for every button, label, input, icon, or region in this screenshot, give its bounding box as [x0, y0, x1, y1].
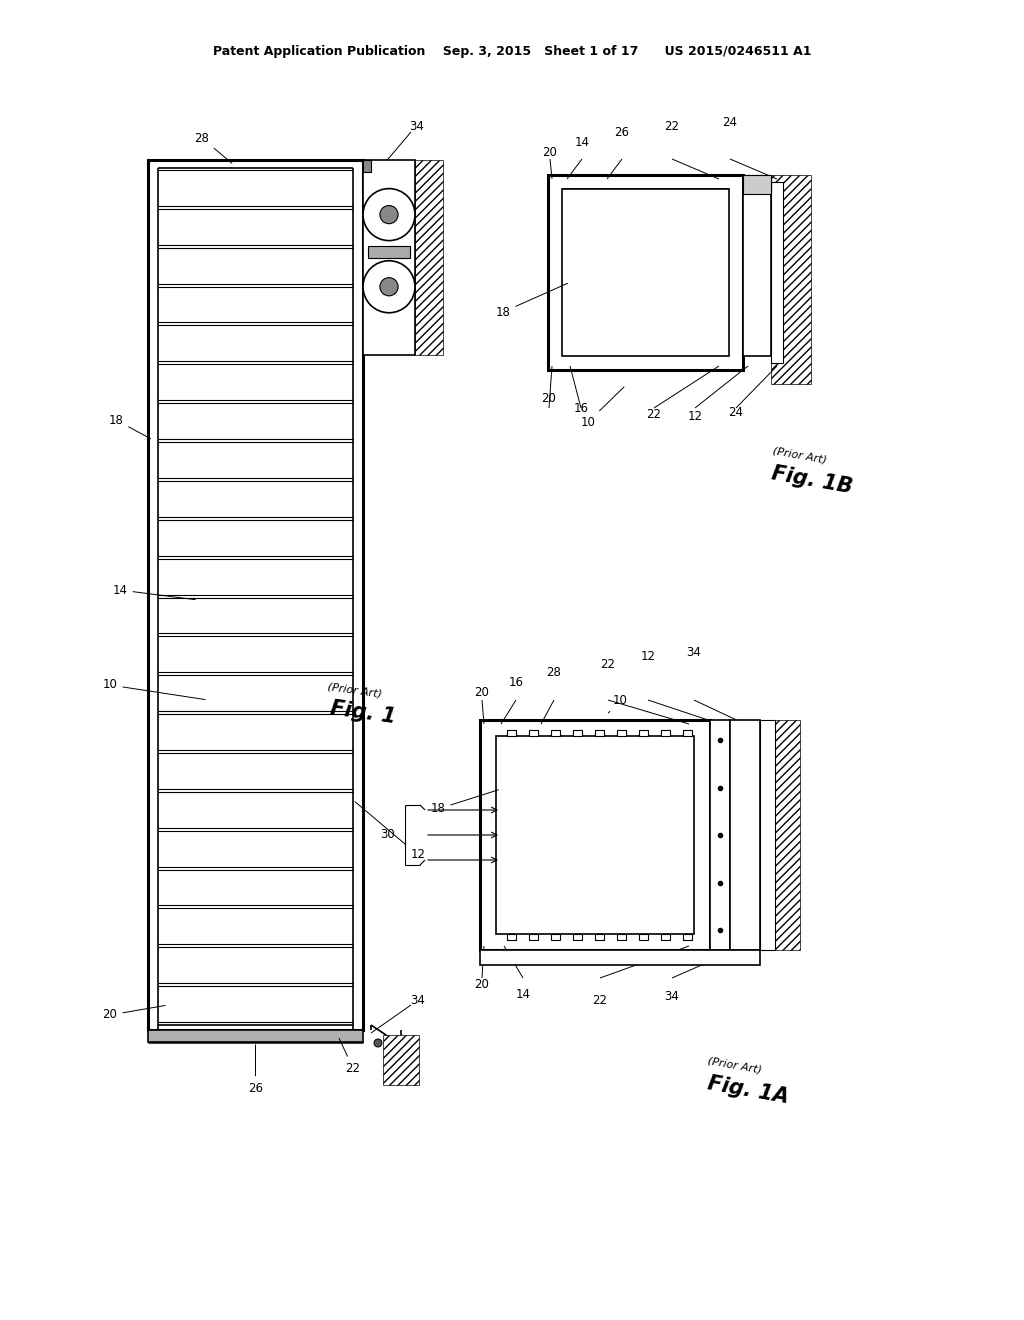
Bar [639, 935, 648, 940]
Text: 20: 20 [543, 145, 557, 158]
Circle shape [362, 261, 415, 313]
Bar [617, 730, 626, 737]
Text: 30: 30 [380, 829, 395, 842]
Text: 10: 10 [102, 678, 205, 700]
Text: (Prior Art): (Prior Art) [708, 1055, 763, 1074]
Bar [551, 730, 560, 737]
Bar [148, 1030, 362, 1041]
Bar [710, 719, 730, 950]
Text: 14: 14 [515, 989, 530, 1002]
Bar [529, 935, 538, 940]
Text: Patent Application Publication    Sep. 3, 2015   Sheet 1 of 17      US 2015/0246: Patent Application Publication Sep. 3, 2… [213, 45, 811, 58]
Text: 10: 10 [581, 387, 624, 429]
Bar [683, 935, 692, 940]
Text: 22: 22 [593, 994, 607, 1006]
Bar [148, 160, 362, 1030]
Text: 34: 34 [686, 645, 701, 659]
Circle shape [362, 189, 415, 240]
Text: 34: 34 [410, 120, 424, 133]
Text: Fig. 1B: Fig. 1B [770, 463, 854, 496]
Bar [480, 950, 760, 965]
Bar [743, 176, 771, 194]
Text: 14: 14 [113, 583, 196, 599]
Bar [595, 935, 604, 940]
Bar [529, 730, 538, 737]
Bar [683, 730, 692, 737]
Bar [383, 1035, 419, 1085]
Text: 26: 26 [614, 127, 630, 140]
Bar [362, 160, 415, 355]
Bar [507, 730, 516, 737]
Text: 28: 28 [547, 667, 561, 680]
Text: 18: 18 [496, 284, 567, 318]
Text: 34: 34 [411, 994, 425, 1006]
Bar [595, 730, 604, 737]
Text: 10: 10 [608, 693, 628, 713]
Text: 24: 24 [723, 116, 737, 128]
Text: 12: 12 [687, 411, 702, 424]
Text: 24: 24 [728, 407, 743, 420]
Bar [662, 935, 670, 940]
Text: 16: 16 [509, 676, 523, 689]
Bar [496, 737, 694, 935]
Bar [573, 730, 582, 737]
Bar [480, 719, 710, 950]
Text: 20: 20 [474, 978, 489, 991]
Bar [771, 182, 783, 363]
Bar [548, 176, 743, 370]
Bar [551, 935, 560, 940]
Text: (Prior Art): (Prior Art) [772, 445, 827, 465]
Text: 14: 14 [574, 136, 590, 149]
Bar [562, 189, 729, 356]
Text: 20: 20 [102, 1006, 165, 1022]
Bar [573, 935, 582, 940]
Bar [743, 176, 771, 189]
Text: 12: 12 [355, 801, 426, 862]
Bar [617, 935, 626, 940]
Bar [507, 935, 516, 940]
Bar [730, 719, 760, 950]
Circle shape [380, 206, 398, 223]
Bar [760, 719, 800, 950]
Text: 26: 26 [248, 1045, 263, 1094]
Text: 20: 20 [542, 392, 556, 404]
Text: Fig. 1: Fig. 1 [329, 698, 397, 727]
Circle shape [380, 277, 398, 296]
Text: 18: 18 [109, 413, 151, 438]
Text: 18: 18 [430, 789, 499, 816]
Bar [639, 730, 648, 737]
Text: 12: 12 [640, 651, 655, 664]
Text: 22: 22 [339, 1039, 360, 1074]
Text: Fig. 1A: Fig. 1A [706, 1073, 791, 1107]
Text: 22: 22 [646, 408, 662, 421]
Bar [415, 160, 443, 355]
Text: 20: 20 [474, 686, 489, 700]
Text: 28: 28 [195, 132, 231, 164]
Bar [771, 176, 811, 384]
Text: (Prior Art): (Prior Art) [328, 681, 383, 698]
Bar [760, 719, 775, 950]
Text: 34: 34 [665, 990, 680, 1002]
Text: 22: 22 [600, 657, 615, 671]
Bar [662, 730, 670, 737]
Text: 16: 16 [573, 401, 589, 414]
Circle shape [374, 1039, 382, 1047]
Text: 22: 22 [665, 120, 680, 132]
Bar [743, 189, 771, 356]
Bar [362, 160, 371, 172]
Bar [368, 246, 410, 257]
